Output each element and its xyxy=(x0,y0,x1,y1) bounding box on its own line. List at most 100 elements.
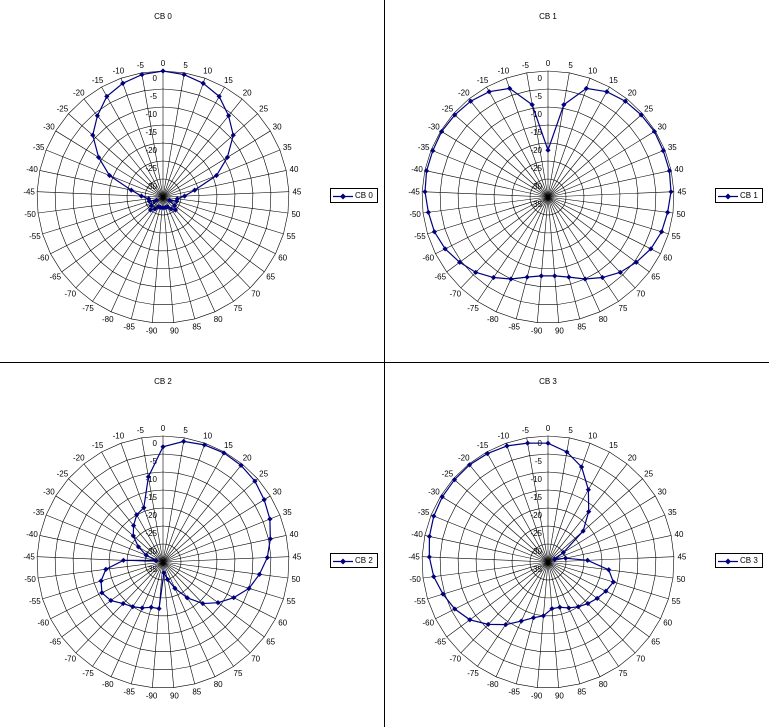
grid-spoke xyxy=(162,478,258,563)
grid-spoke xyxy=(547,561,559,688)
grid-spoke xyxy=(162,196,234,302)
grid-spoke xyxy=(162,196,196,320)
grid-spoke xyxy=(101,86,164,198)
grid-spoke xyxy=(537,561,549,688)
data-point xyxy=(168,206,174,212)
data-point xyxy=(108,597,114,604)
legend-diamond xyxy=(340,558,346,565)
radial-tick-label: -35 xyxy=(530,200,542,209)
grid-spoke xyxy=(440,130,549,198)
category-label: -50 xyxy=(409,210,421,219)
category-label: -20 xyxy=(73,89,85,98)
category-label: -50 xyxy=(24,210,36,219)
grid-spoke xyxy=(162,561,289,579)
category-label: 80 xyxy=(214,680,223,689)
data-point xyxy=(145,474,152,480)
grid-spoke xyxy=(68,478,164,563)
data-point xyxy=(442,246,448,252)
category-label: 15 xyxy=(224,441,233,450)
data-point xyxy=(181,193,188,199)
data-point xyxy=(143,552,149,558)
category-label: -80 xyxy=(487,680,499,689)
data-point xyxy=(484,450,491,457)
data-point xyxy=(603,588,609,594)
category-label: 60 xyxy=(663,618,672,627)
grid-spoke xyxy=(547,98,628,198)
data-point xyxy=(578,464,585,470)
data-point xyxy=(130,533,136,539)
grid-spoke xyxy=(162,535,287,563)
grid-spoke xyxy=(515,196,549,320)
category-label: -75 xyxy=(467,304,479,313)
category-label: 5 xyxy=(183,426,188,435)
data-point xyxy=(431,573,437,580)
grid-spoke xyxy=(468,463,549,563)
data-point xyxy=(430,148,436,154)
grid-spoke xyxy=(422,196,549,214)
grid-spoke xyxy=(547,113,643,198)
data-point xyxy=(216,93,222,100)
legend-label: CB 1 xyxy=(740,191,758,200)
grid-spoke xyxy=(141,72,164,198)
radial-tick-label: -15 xyxy=(530,493,542,502)
category-label: 65 xyxy=(266,273,275,282)
data-point xyxy=(148,202,155,209)
data-point xyxy=(508,276,514,282)
grid-spoke xyxy=(547,514,666,563)
grid-spoke xyxy=(110,196,164,312)
category-label: -65 xyxy=(435,638,447,647)
data-point xyxy=(161,570,167,576)
data-point xyxy=(582,276,588,282)
chart-panel-cb1: CB 1 -90 -85 -80 -75 -70 -65 -60 -55 -50 -45 -40 -3… xyxy=(385,0,769,362)
grid-spoke xyxy=(162,443,206,563)
category-label: 50 xyxy=(291,575,300,584)
grid-spoke xyxy=(162,451,225,563)
category-label: -85 xyxy=(123,323,135,332)
data-point xyxy=(540,613,547,619)
grid-spoke xyxy=(130,561,164,685)
data-point xyxy=(153,557,159,564)
legend-label: CB 0 xyxy=(355,191,373,200)
legend-diamond xyxy=(725,558,731,565)
chart-panel-cb0: CB 0 -90 -85 -80 -75 -70 -65 -60 -55 -50 -45 -40 -3… xyxy=(0,0,384,362)
grid-spoke xyxy=(547,535,672,563)
category-label: 5 xyxy=(183,61,188,70)
data-point xyxy=(264,554,270,561)
category-label: 55 xyxy=(287,597,296,606)
radial-tick-label: -5 xyxy=(535,457,543,466)
radial-tick-label: -35 xyxy=(145,565,157,574)
data-point xyxy=(172,207,179,213)
grid-spoke xyxy=(547,478,643,563)
data-point xyxy=(130,604,136,610)
category-label: 65 xyxy=(266,638,275,647)
grid-spoke xyxy=(162,561,174,688)
category-label: 0 xyxy=(546,424,551,433)
data-point xyxy=(594,595,600,602)
category-label: -15 xyxy=(92,441,104,450)
grid-spoke xyxy=(453,478,549,563)
category-label: 65 xyxy=(651,273,660,282)
data-point xyxy=(261,497,267,503)
grid-ring xyxy=(493,142,603,252)
category-label: 40 xyxy=(290,165,299,174)
category-label: -85 xyxy=(508,323,520,332)
grid-spoke xyxy=(547,196,619,302)
radial-tick-label: -20 xyxy=(145,511,157,520)
data-point xyxy=(120,557,127,564)
category-label: -80 xyxy=(487,315,499,324)
data-point xyxy=(457,259,463,265)
radial-tick-label: -20 xyxy=(530,146,542,155)
category-label: -70 xyxy=(450,655,462,664)
chart-panel-cb3: CB 3 -90 -85 -80 -75 -70 -65 -60 -55 -50 -45 -40 -3… xyxy=(385,365,769,727)
category-label: 20 xyxy=(243,454,252,463)
data-point xyxy=(184,595,190,601)
grid-ring xyxy=(72,471,254,652)
grid-ring xyxy=(54,88,272,305)
grid-spoke xyxy=(162,78,206,198)
grid-spoke xyxy=(42,196,164,235)
radial-tick-label: -25 xyxy=(530,529,542,538)
data-point xyxy=(604,89,610,95)
grid-spoke xyxy=(68,113,164,198)
category-label: 20 xyxy=(628,89,637,98)
grid-ring xyxy=(90,489,236,635)
